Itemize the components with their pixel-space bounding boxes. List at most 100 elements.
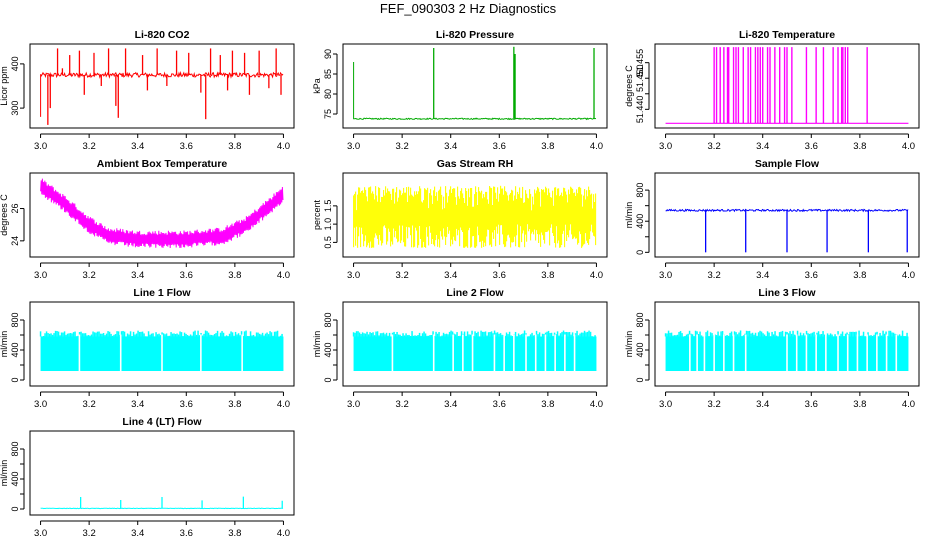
y-tick-label: 300 bbox=[10, 101, 20, 116]
x-tick-label: 3.4 bbox=[444, 270, 457, 281]
y-tick-label: 80 bbox=[323, 89, 333, 99]
panel-title: Gas Stream RH bbox=[437, 158, 513, 170]
plot-frame bbox=[654, 301, 920, 387]
flow-band bbox=[353, 336, 597, 371]
x-tick-label: 3.2 bbox=[83, 528, 96, 539]
y-tick-label: 800 bbox=[635, 312, 645, 327]
x-tick-label: 4.0 bbox=[590, 270, 603, 281]
x-tick-label: 4.0 bbox=[590, 399, 603, 410]
x-tick-label: 3.0 bbox=[34, 141, 47, 152]
x-tick-label: 3.6 bbox=[805, 270, 818, 281]
y-tick-label: 400 bbox=[635, 342, 645, 357]
page-title: FEF_090303 2 Hz Diagnostics bbox=[379, 1, 557, 16]
x-tick-label: 3.8 bbox=[228, 270, 241, 281]
x-tick-label: 3.4 bbox=[756, 399, 769, 410]
y-tick-label: 400 bbox=[323, 342, 333, 357]
y-tick-label: 800 bbox=[635, 183, 645, 198]
series-line bbox=[664, 330, 909, 372]
series-line bbox=[665, 47, 909, 124]
x-tick-label: 3.4 bbox=[444, 141, 457, 152]
x-tick-label: 3.4 bbox=[131, 399, 144, 410]
x-tick-label: 3.2 bbox=[708, 399, 721, 410]
x-tick-label: 3.0 bbox=[34, 399, 47, 410]
x-tick-label: 4.0 bbox=[902, 270, 915, 281]
panel-title: Line 3 Flow bbox=[758, 287, 816, 299]
y-axis-label: ml/min bbox=[312, 331, 322, 358]
y-axis-label: kPa bbox=[312, 78, 322, 94]
y-tick-label: 800 bbox=[10, 441, 20, 456]
y-tick-label: 51.450 bbox=[635, 64, 645, 92]
x-tick-label: 3.8 bbox=[228, 528, 241, 539]
plot-frame bbox=[654, 172, 920, 258]
x-tick-label: 3.6 bbox=[180, 141, 193, 152]
plot-frame bbox=[29, 172, 295, 258]
x-axis: 3.0 3.2 3.4 3.6 3.8 4.0 bbox=[347, 262, 603, 281]
y-axis-label: degrees C bbox=[0, 194, 9, 236]
plot-frame bbox=[342, 43, 608, 129]
x-axis: 3.0 3.2 3.4 3.6 3.8 4.0 bbox=[659, 262, 915, 281]
x-tick-label: 4.0 bbox=[902, 399, 915, 410]
y-tick-label: 24 bbox=[10, 236, 20, 246]
series-trace bbox=[353, 62, 597, 121]
x-tick-label: 4.0 bbox=[277, 270, 290, 281]
x-tick-label: 3.6 bbox=[493, 270, 506, 281]
x-tick-label: 3.4 bbox=[131, 141, 144, 152]
x-tick-label: 3.0 bbox=[659, 270, 672, 281]
panel-title: Line 2 Flow bbox=[446, 287, 504, 299]
x-tick-label: 3.6 bbox=[180, 270, 193, 281]
x-axis: 3.0 3.2 3.4 3.6 3.8 4.0 bbox=[347, 133, 603, 152]
series-line bbox=[40, 48, 284, 125]
y-tick-label: 0.5 bbox=[323, 236, 333, 249]
x-tick-label: 3.2 bbox=[396, 270, 409, 281]
x-tick-label: 3.6 bbox=[180, 528, 193, 539]
x-tick-label: 3.2 bbox=[83, 270, 96, 281]
y-tick-label: 0 bbox=[323, 377, 333, 382]
x-tick-label: 3.2 bbox=[396, 141, 409, 152]
y-tick-label: 85 bbox=[323, 69, 333, 79]
x-tick-label: 3.0 bbox=[347, 141, 360, 152]
x-tick-label: 3.4 bbox=[756, 270, 769, 281]
y-axis-label: percent bbox=[312, 199, 322, 230]
y-tick-label: 400 bbox=[635, 214, 645, 229]
y-tick-label: 90 bbox=[323, 49, 333, 59]
x-tick-label: 3.8 bbox=[853, 399, 866, 410]
x-axis: 3.0 3.2 3.4 3.6 3.8 4.0 bbox=[659, 133, 915, 152]
y-tick-label: 0 bbox=[10, 506, 20, 511]
plot-frame bbox=[342, 172, 608, 258]
y-tick-label: 0 bbox=[635, 377, 645, 382]
y-tick-label: 51.440 bbox=[635, 96, 645, 124]
series-line bbox=[352, 330, 597, 372]
x-tick-label: 3.8 bbox=[853, 270, 866, 281]
x-tick-label: 3.6 bbox=[805, 399, 818, 410]
x-axis: 3.0 3.2 3.4 3.6 3.8 4.0 bbox=[659, 391, 915, 410]
x-tick-label: 3.2 bbox=[83, 399, 96, 410]
panel-1: Li-820 CO2 3.0 3.2 3.4 3.6 3.8 4.0 300 400Licor … bbox=[0, 29, 295, 152]
x-tick-label: 3.0 bbox=[347, 270, 360, 281]
x-tick-label: 3.0 bbox=[659, 141, 672, 152]
panel-8: Line 2 Flow 3.0 3.2 3.4 3.6 3.8 4.0 0 400 800ml/m… bbox=[312, 287, 608, 410]
panel-2: Li-820 Pressure 3.0 3.2 3.4 3.6 3.8 4.0 75 80 85 9… bbox=[312, 29, 608, 152]
panel-9: Line 3 Flow 3.0 3.2 3.4 3.6 3.8 4.0 0 400 800ml/m… bbox=[624, 287, 920, 410]
panel-title: Line 1 Flow bbox=[133, 287, 191, 299]
x-tick-label: 3.4 bbox=[756, 141, 769, 152]
x-tick-label: 3.4 bbox=[131, 270, 144, 281]
y-tick-label: 400 bbox=[10, 471, 20, 486]
x-tick-label: 3.6 bbox=[493, 399, 506, 410]
x-axis: 3.0 3.2 3.4 3.6 3.8 4.0 bbox=[34, 391, 290, 410]
x-tick-label: 3.8 bbox=[541, 141, 554, 152]
panel-title: Li-820 CO2 bbox=[135, 29, 190, 41]
y-tick-label: 800 bbox=[323, 312, 333, 327]
y-axis-label: ml/min bbox=[624, 202, 634, 229]
panel-title: Li-820 Temperature bbox=[739, 29, 835, 41]
series-line bbox=[665, 208, 909, 253]
x-axis: 3.0 3.2 3.4 3.6 3.8 4.0 bbox=[347, 391, 603, 410]
y-axis-label: ml/min bbox=[624, 331, 634, 358]
y-tick-label: 400 bbox=[10, 342, 20, 357]
x-tick-label: 3.2 bbox=[708, 141, 721, 152]
y-tick-label: 0 bbox=[10, 377, 20, 382]
